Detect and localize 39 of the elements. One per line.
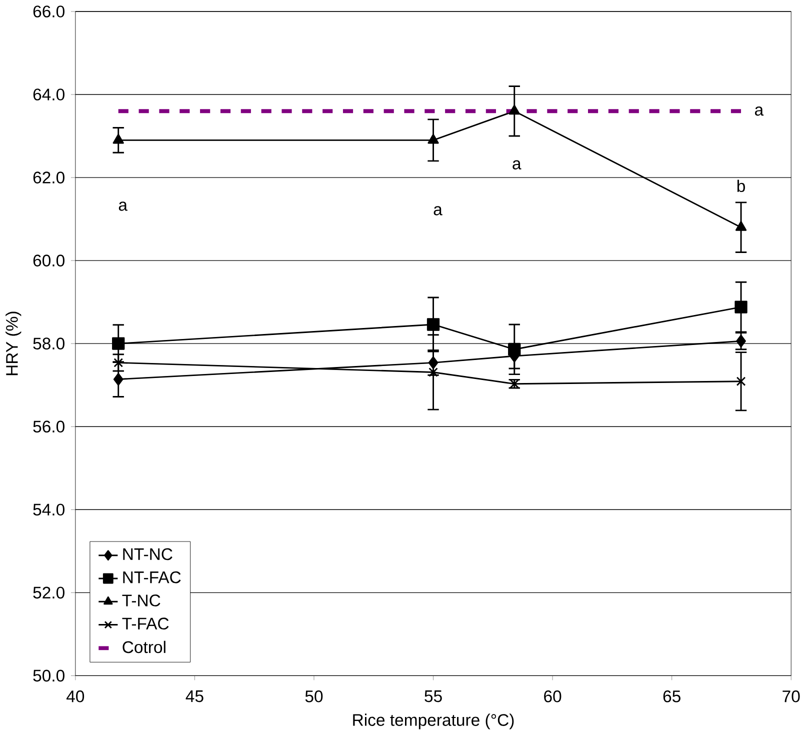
y-tick-label: 64.0 [33,88,64,101]
y-tick-label: 58.0 [33,338,64,350]
x-axis-title: Rice temperature (°C) [353,714,514,730]
annotation: a [434,206,442,216]
legend-label: NT-FAC [123,571,181,584]
x-tick-label: 40 [66,690,84,702]
point [428,134,439,144]
point [112,337,125,350]
x-tick-label: 70 [782,690,800,702]
y-tick-label: 54.0 [33,504,64,516]
x-tick-label: 45 [186,690,204,702]
y-tick-label: 50.0 [33,670,64,682]
legend-label: T-NC [122,594,160,606]
y-tick-label: 66.0 [33,6,64,18]
legend-label: NT-NC [123,548,172,560]
point [112,134,124,144]
annotation: a [118,202,128,211]
x-tick-label: 60 [544,690,562,702]
annotation: b [737,180,745,192]
point [426,318,440,331]
point [508,104,520,115]
legend-label: Cotrol [122,640,166,654]
point [734,300,748,314]
y-tick-label: 60.0 [33,254,64,267]
legend-label: T-FAC [122,618,169,630]
point [113,373,124,386]
y-tick-label: 52.0 [33,586,64,599]
annotation: a [512,160,522,170]
x-tick-label: 65 [663,690,680,702]
point [428,356,438,370]
point [735,221,747,231]
y-tick-label: 62.0 [33,172,64,184]
annotation: a [755,106,764,116]
y-tick-label: 56.0 [33,420,64,433]
x-tick-label: 55 [424,690,442,702]
x-tick-label: 50 [305,690,323,702]
point [736,376,746,386]
y-axis-title: HRY (%) [6,312,22,376]
point [508,343,521,356]
